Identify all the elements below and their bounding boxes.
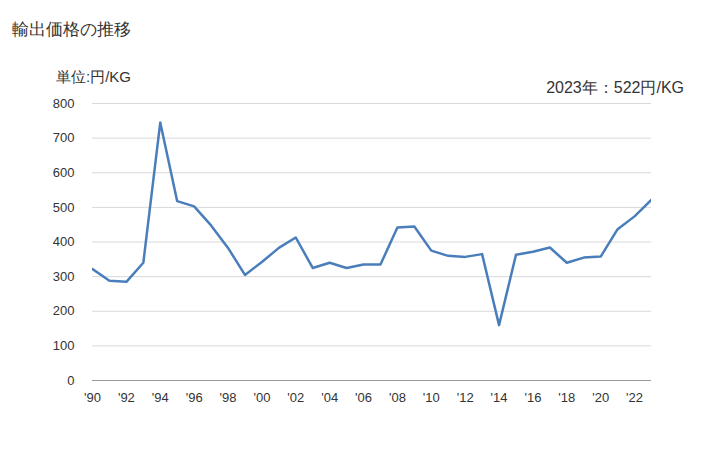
html-text:単位:円/KG: 単位:円/KG [56, 68, 131, 85]
html-text:輸出価格の推移: 輸出価格の推移 [12, 20, 131, 39]
svg-text:0: 0 [67, 373, 74, 388]
svg-text:'14: '14 [491, 390, 508, 405]
svg-text:800: 800 [53, 96, 75, 111]
svg-text:'16: '16 [524, 390, 541, 405]
svg-text:200: 200 [53, 303, 75, 318]
svg-text:'06: '06 [355, 390, 372, 405]
svg-text:'12: '12 [457, 390, 474, 405]
svg-text:'22: '22 [626, 390, 643, 405]
svg-text:100: 100 [53, 338, 75, 353]
svg-text:'92: '92 [118, 390, 135, 405]
svg-text:600: 600 [53, 165, 75, 180]
svg-text:'10: '10 [423, 390, 440, 405]
svg-text:'98: '98 [220, 390, 237, 405]
svg-text:500: 500 [53, 200, 75, 215]
svg-text:'90: '90 [84, 390, 101, 405]
svg-text:'02: '02 [287, 390, 304, 405]
html-text:2023年：522円/KG: 2023年：522円/KG [546, 79, 684, 96]
svg-text:'20: '20 [592, 390, 609, 405]
svg-text:300: 300 [53, 269, 75, 284]
svg-text:'00: '00 [253, 390, 270, 405]
svg-text:400: 400 [53, 234, 75, 249]
svg-text:'04: '04 [321, 390, 338, 405]
svg-text:'08: '08 [389, 390, 406, 405]
svg-text:'18: '18 [558, 390, 575, 405]
svg-text:'94: '94 [152, 390, 169, 405]
svg-text:700: 700 [53, 130, 75, 145]
svg-text:'96: '96 [186, 390, 203, 405]
